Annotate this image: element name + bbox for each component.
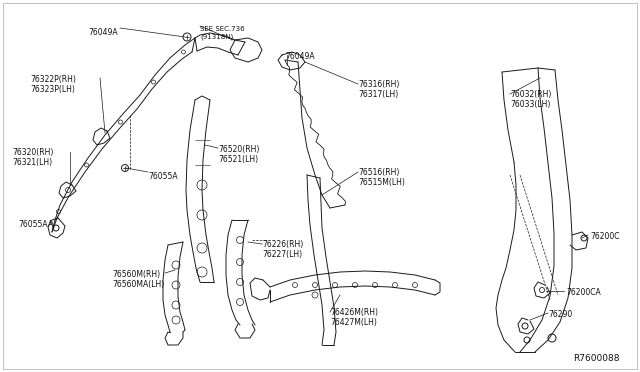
Text: R7600088: R7600088 [573,354,620,363]
Text: 76200CA: 76200CA [566,288,601,297]
Text: 76516(RH)
76515M(LH): 76516(RH) 76515M(LH) [358,168,405,187]
Text: SEE SEC.736
(91318N): SEE SEC.736 (91318N) [200,26,244,39]
Text: 76560M(RH)
76560MA(LH): 76560M(RH) 76560MA(LH) [112,270,164,289]
Text: 76426M(RH)
76427M(LH): 76426M(RH) 76427M(LH) [330,308,378,327]
Text: 76055A: 76055A [148,172,178,181]
Text: 76322P(RH)
76323P(LH): 76322P(RH) 76323P(LH) [30,75,76,94]
Text: 76316(RH)
76317(LH): 76316(RH) 76317(LH) [358,80,399,99]
Text: 76226(RH)
76227(LH): 76226(RH) 76227(LH) [262,240,303,259]
Text: 76320(RH)
76321(LH): 76320(RH) 76321(LH) [12,148,53,167]
Text: 76049A: 76049A [285,52,315,61]
Text: 76032(RH)
76033(LH): 76032(RH) 76033(LH) [510,90,552,109]
Text: 76049A: 76049A [88,28,118,37]
Text: 76520(RH)
76521(LH): 76520(RH) 76521(LH) [218,145,259,164]
Text: 76055AA: 76055AA [18,220,53,229]
Text: 76200C: 76200C [590,232,620,241]
Text: 76290: 76290 [548,310,572,319]
